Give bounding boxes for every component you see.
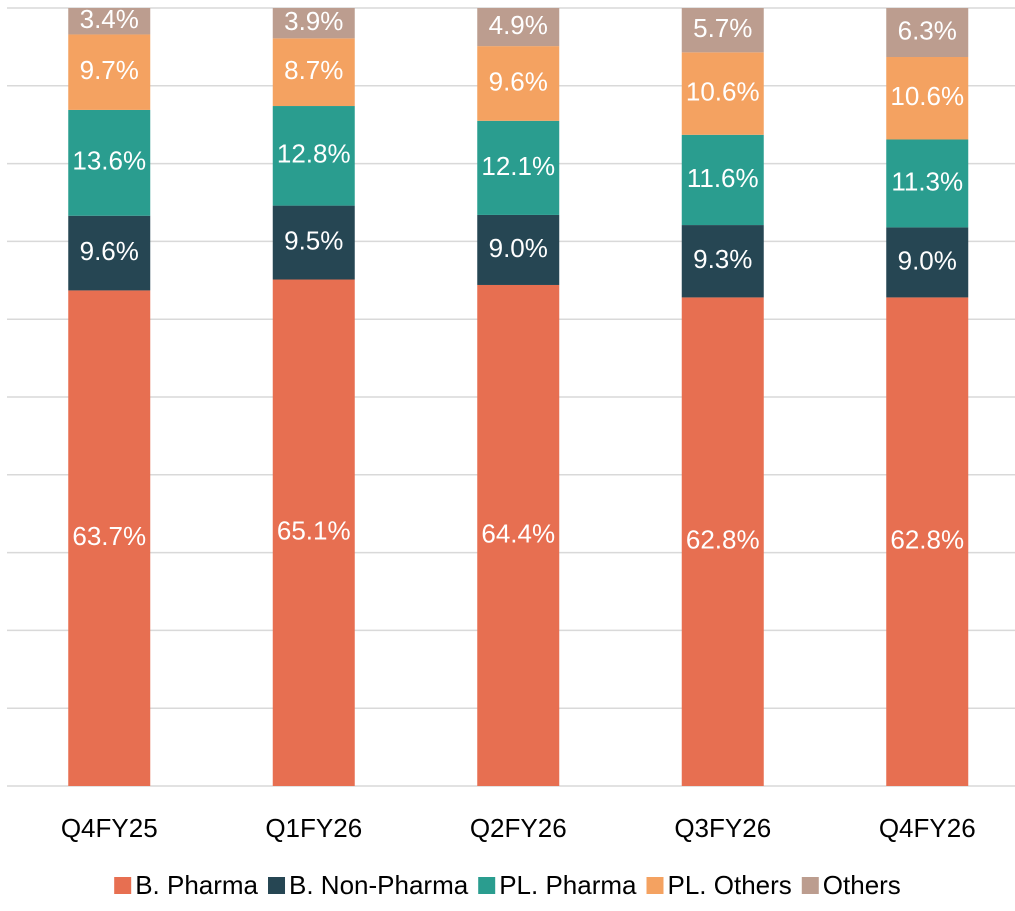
data-label: 9.6% xyxy=(489,66,548,96)
bar-segment xyxy=(886,139,969,228)
bar-segment xyxy=(886,297,969,786)
data-label: 9.3% xyxy=(693,244,752,274)
bar-segment xyxy=(68,8,151,35)
bar-segment xyxy=(477,120,560,215)
data-label: 9.5% xyxy=(284,225,343,255)
bar-segment xyxy=(477,46,560,121)
data-label: 9.0% xyxy=(489,233,548,263)
legend-swatch xyxy=(478,877,496,894)
data-label: 10.6% xyxy=(686,76,760,106)
bar-segment xyxy=(886,57,969,140)
legend-swatch xyxy=(646,877,664,894)
data-label: 5.7% xyxy=(693,13,752,43)
data-label: 9.7% xyxy=(80,55,139,85)
legend-label: Others xyxy=(823,870,901,900)
bar-segment xyxy=(272,279,355,786)
bar-segment xyxy=(68,34,151,110)
bar-segment xyxy=(681,297,764,786)
data-label: 12.8% xyxy=(277,139,351,169)
x-tick-label: Q2FY26 xyxy=(470,813,567,843)
data-label: 9.6% xyxy=(80,236,139,266)
legend-label: B. Non-Pharma xyxy=(289,870,469,900)
bar-segment xyxy=(681,8,764,53)
data-label: 13.6% xyxy=(72,146,146,176)
bar-segment xyxy=(886,8,969,58)
bar-segment xyxy=(477,284,560,786)
bar-segment xyxy=(272,106,355,206)
bar-segment xyxy=(272,38,355,107)
bar-segment xyxy=(477,214,560,285)
bar-segment xyxy=(272,8,355,39)
data-label: 6.3% xyxy=(898,15,957,45)
bar-segment xyxy=(68,215,151,291)
x-tick-label: Q4FY26 xyxy=(879,813,976,843)
legend-label: B. Pharma xyxy=(135,870,258,900)
legend-swatch xyxy=(114,877,132,894)
data-label: 12.1% xyxy=(481,151,555,181)
data-label: 8.7% xyxy=(284,55,343,85)
data-label: 65.1% xyxy=(277,516,351,546)
bar-segment xyxy=(68,109,151,216)
x-tick-label: Q4FY25 xyxy=(61,813,158,843)
data-label: 62.8% xyxy=(890,525,964,555)
data-label: 64.4% xyxy=(481,518,555,548)
bar-segment xyxy=(681,134,764,226)
legend-swatch xyxy=(801,877,819,894)
bar-segment xyxy=(886,227,969,298)
data-label: 9.0% xyxy=(898,245,957,275)
data-label: 11.3% xyxy=(891,166,963,196)
bar-segment xyxy=(68,290,151,786)
data-label: 10.6% xyxy=(890,81,964,111)
x-tick-label: Q1FY26 xyxy=(265,813,362,843)
x-tick-label: Q3FY26 xyxy=(674,813,771,843)
bar-segment xyxy=(272,205,355,280)
data-label: 11.6% xyxy=(687,163,759,193)
legend-swatch xyxy=(268,877,286,894)
data-label: 3.4% xyxy=(80,4,139,34)
bar-segment xyxy=(477,8,560,47)
bar-segment xyxy=(681,52,764,135)
data-label: 4.9% xyxy=(489,10,548,40)
legend-label: PL. Others xyxy=(668,870,792,900)
bar-segment xyxy=(681,225,764,298)
data-label: 62.8% xyxy=(686,525,760,555)
data-label: 3.9% xyxy=(284,6,343,36)
legend-label: PL. Pharma xyxy=(499,870,637,900)
data-label: 63.7% xyxy=(72,521,146,551)
